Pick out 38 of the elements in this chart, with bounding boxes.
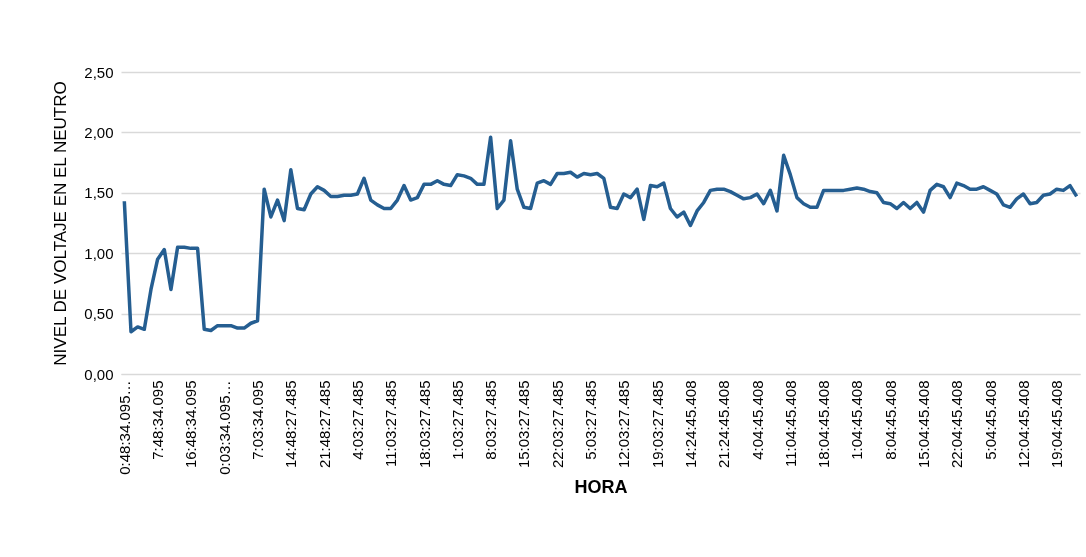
x-tick-label: 1:04:45.408 [848, 380, 866, 460]
x-tick-label: 5:03:27.485 [582, 380, 600, 460]
x-tick-label: 19:03:27.485 [648, 380, 666, 469]
x-tick-label: 1:03:27.485 [448, 380, 466, 460]
x-axis-title: HORA [574, 476, 628, 497]
x-tick-label: 11:04:45.408 [781, 380, 799, 467]
x-tick-label: 22:03:27.485 [548, 380, 566, 469]
y-tick-label: 2,50 [84, 63, 114, 81]
x-tick-label: 21:24:45.408 [715, 380, 733, 469]
x-tick-label: 7:03:34.095 [249, 380, 267, 460]
y-tick-label: 1,00 [84, 244, 114, 262]
y-tick-label: 0,00 [84, 365, 114, 383]
x-tick-label: 12:03:27.485 [615, 380, 633, 469]
y-axis-title: NIVEL DE VOLTAJE EN EL NEUTRO [51, 81, 71, 366]
x-tick-label: 21:48:27.485 [315, 380, 333, 469]
x-tick-label: 11:03:27.485 [382, 380, 400, 467]
line-series [122, 135, 1079, 334]
x-tick-label: 4:04:45.408 [748, 380, 766, 460]
x-tick-label: 15:04:45.408 [915, 380, 932, 469]
x-tick-label: 8:04:45.408 [881, 380, 899, 460]
x-tick-label: 12:04:45.408 [1014, 380, 1032, 469]
x-tick-label: 0:03:34.095… [215, 380, 233, 475]
x-tick-label: 5:04:45.408 [981, 380, 999, 460]
x-tick-label: 22:04:45.408 [948, 380, 966, 469]
x-tick-label: 18:03:27.485 [415, 380, 433, 469]
y-tick-label: 1,50 [84, 184, 114, 202]
x-tick-label: 14:24:45.408 [681, 380, 699, 469]
x-tick-label: 16:48:34.095 [182, 380, 200, 469]
x-tick-label: 7:48:34.095 [149, 380, 167, 460]
x-tick-label: 19:04:45.408 [1048, 380, 1066, 469]
x-tick-label: 15:03:27.485 [515, 380, 533, 469]
x-tick-label: 18:04:45.408 [815, 380, 833, 469]
y-tick-label: 2,00 [84, 123, 114, 141]
x-tick-label: 0:48:34.095… [115, 380, 133, 475]
y-tick-label: 0,50 [84, 305, 114, 323]
x-tick-label: 14:48:27.485 [282, 380, 300, 469]
x-tick-label: 4:03:27.485 [348, 380, 366, 460]
x-tick-label: 8:03:27.485 [482, 380, 500, 460]
